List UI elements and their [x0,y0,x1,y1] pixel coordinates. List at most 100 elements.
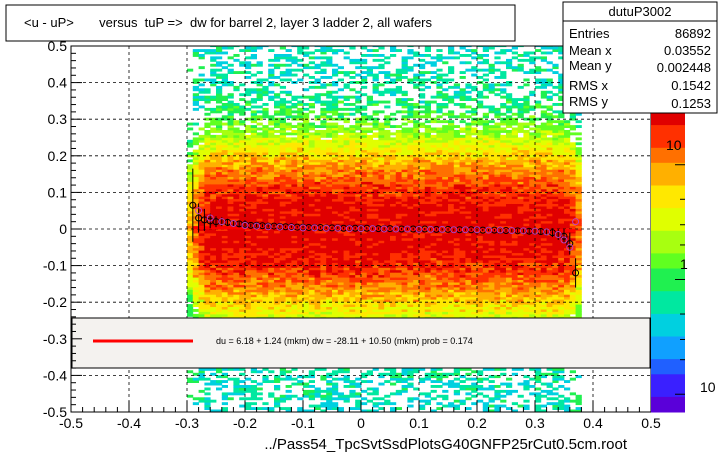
heatmap-cell [401,100,408,104]
heatmap-cell [285,127,292,131]
heatmap-cell [308,208,315,212]
heatmap-cell [250,159,257,163]
heatmap-cell [291,46,298,48]
heatmap-cell [424,372,431,376]
heatmap-cell [250,262,257,266]
heatmap-cell [430,169,437,173]
heatmap-cell [233,127,240,131]
heatmap-cell [233,282,240,285]
heatmap-cell [245,255,252,258]
heatmap-cell [210,122,217,126]
heatmap-cell [285,56,292,60]
heatmap-cell [233,257,240,261]
heatmap-cell [256,147,263,151]
heatmap-cell [216,134,223,138]
heatmap-cell [233,289,240,293]
heatmap-cell [187,166,194,170]
heatmap-cell [361,169,368,173]
heatmap-cell [279,294,286,298]
heatmap-cell [320,394,327,398]
heatmap-cell [390,274,397,278]
heatmap-cell [256,269,263,273]
heatmap-cell [349,262,356,266]
heatmap-cell [384,291,391,295]
heatmap-cell [372,309,379,312]
heatmap-cell [268,171,275,175]
heatmap-cell [337,257,344,261]
heatmap-cell [355,100,362,104]
heatmap-cell [424,193,431,197]
heatmap-cell [436,164,443,168]
heatmap-cell [419,149,426,153]
heatmap-cell [291,130,298,133]
heatmap-cell [372,262,379,266]
heatmap-cell [326,56,333,60]
heatmap-cell [372,402,379,406]
heatmap-cell [407,279,414,283]
heatmap-cell [192,181,199,185]
heatmap-cell [216,161,223,165]
heatmap-cell [198,372,205,376]
heatmap-cell [233,284,240,288]
heatmap-cell [355,385,362,388]
heatmap-cell [262,240,269,244]
heatmap-cell [395,380,402,383]
heatmap-cell [395,289,402,293]
heatmap-cell [297,242,304,246]
heatmap-cell [274,188,281,192]
heatmap-cell [366,171,373,175]
heatmap-cell [239,313,246,317]
heatmap-cell [320,235,327,239]
heatmap-cell [268,247,275,251]
heatmap-cell [419,176,426,180]
heatmap-cell [227,235,234,239]
heatmap-cell [407,375,414,379]
heatmap-cell [204,210,211,214]
heatmap-cell [407,397,414,401]
heatmap-cell [407,139,414,143]
heatmap-cell [378,46,385,50]
heatmap-cell [297,147,304,151]
heatmap-cell [245,166,252,170]
heatmap-cell [349,179,356,182]
heatmap-cell [245,215,252,219]
heatmap-cell [291,206,298,209]
heatmap-cell [320,294,327,298]
heatmap-cell [419,313,426,317]
heatmap-cell [407,272,414,276]
heatmap-cell [187,311,194,315]
heatmap-cell [378,100,385,104]
heatmap-cell [192,188,199,192]
heatmap-cell [436,262,443,266]
heatmap-cell [285,144,292,148]
heatmap-cell [337,174,344,177]
heatmap-cell [239,228,246,231]
heatmap-cell [250,56,257,60]
heatmap-cell [268,235,275,239]
heatmap-cell [407,306,414,310]
heatmap-cell [187,183,194,187]
heatmap-cell [361,117,368,121]
heatmap-cell [378,164,385,168]
heatmap-cell [413,223,420,227]
heatmap-cell [233,193,240,197]
heatmap-cell [239,63,246,67]
heatmap-cell [210,157,217,160]
heatmap-cell [192,183,199,187]
heatmap-cell [308,220,315,224]
heatmap-cell [233,132,240,136]
heatmap-cell [419,269,426,273]
heatmap-cell [268,90,275,94]
heatmap-cell [349,88,356,92]
heatmap-cell [430,380,437,383]
heatmap-cell [250,161,257,165]
heatmap-cell [187,299,194,303]
heatmap-cell [308,370,315,374]
heatmap-cell [233,377,240,381]
heatmap-cell [349,240,356,244]
heatmap-cell [210,206,217,209]
heatmap-cell [187,193,194,197]
heatmap-cell [285,132,292,136]
heatmap-cell [384,237,391,241]
heatmap-cell [384,196,391,200]
